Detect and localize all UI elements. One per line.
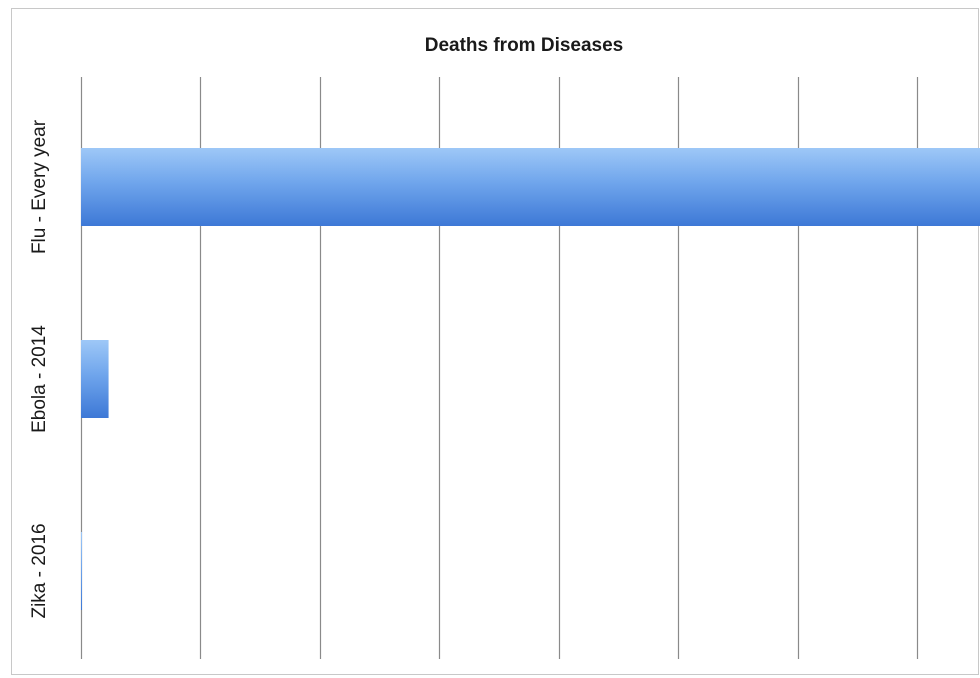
- category-label-0: Flu - Every year: [29, 119, 50, 254]
- chart-frame: Deaths from Diseases Flu - Every year Ebo…: [11, 8, 980, 675]
- category-labels: Flu - Every year Ebola - 2014 Zika - 2016: [29, 119, 50, 618]
- bar-0: [81, 148, 980, 226]
- chart-title: Deaths from Diseases: [425, 35, 624, 56]
- bar-2: [81, 532, 82, 610]
- bar-1: [81, 340, 109, 418]
- category-label-1: Ebola - 2014: [29, 325, 50, 433]
- category-label-2: Zika - 2016: [29, 523, 50, 618]
- bars: [81, 148, 980, 610]
- deaths-bar-chart: Deaths from Diseases Flu - Every year Ebo…: [29, 35, 980, 659]
